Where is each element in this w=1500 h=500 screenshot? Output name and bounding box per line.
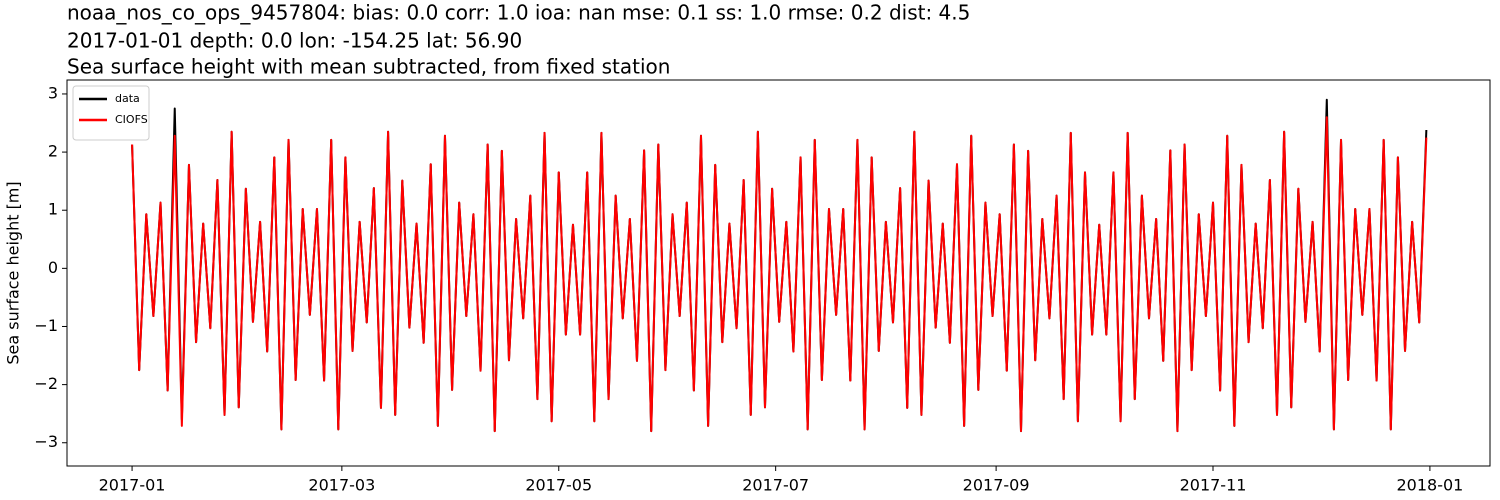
x-tick-label: 2017-05	[525, 476, 592, 495]
y-tick-label: 1	[48, 200, 58, 219]
plot-frame	[66, 79, 1491, 467]
x-tick-label: 2017-11	[1180, 476, 1247, 495]
x-tick-label: 2017-03	[308, 476, 375, 495]
y-tick-label: 3	[48, 83, 58, 102]
y-tick-label: 0	[48, 258, 58, 277]
series-line	[131, 116, 1428, 433]
y-axis-label: Sea surface height [m]	[4, 181, 23, 364]
legend-label: CIOFS	[115, 113, 148, 126]
chart-title: 2017-01-01 depth: 0.0 lon: -154.25 lat: …	[67, 29, 522, 53]
y-tick-label: −3	[34, 432, 58, 451]
y-tick-label: −2	[34, 374, 58, 393]
y-tick-label: −1	[34, 316, 58, 335]
x-tick-label: 2017-07	[742, 476, 809, 495]
legend-label: data	[115, 92, 140, 105]
chart-title: noaa_nos_co_ops_9457804: bias: 0.0 corr:…	[67, 1, 970, 25]
x-tick-label: 2017-01	[99, 476, 166, 495]
series-line	[131, 98, 1428, 433]
x-tick-label: 2018-01	[1396, 476, 1463, 495]
x-tick-label: 2017-09	[963, 476, 1030, 495]
y-tick-label: 2	[48, 142, 58, 161]
chart-title: Sea surface height with mean subtracted,…	[67, 55, 670, 79]
